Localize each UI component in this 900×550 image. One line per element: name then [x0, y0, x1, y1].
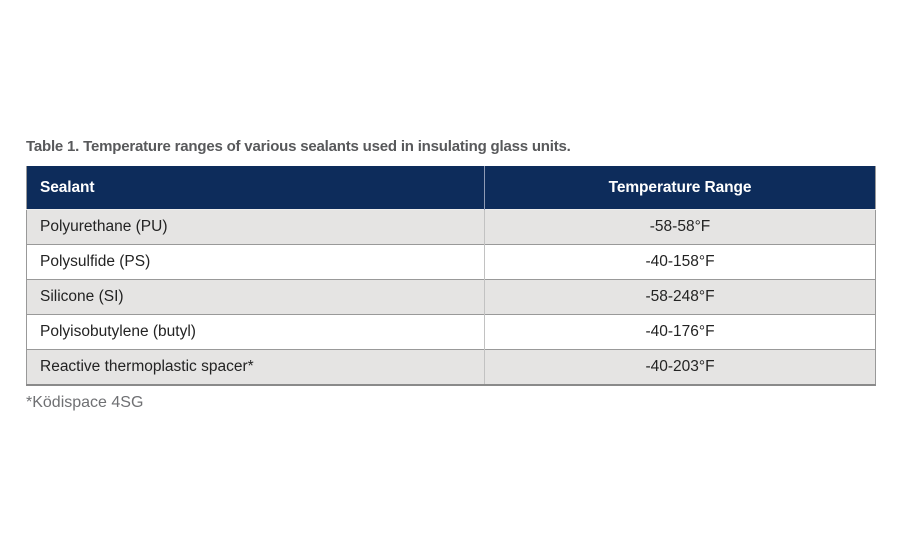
temperature-range-cell: -40-203°F: [484, 349, 876, 385]
table-body: Polyurethane (PU) -58-58°F Polysulfide (PS…: [26, 209, 876, 385]
sealant-cell: Polyurethane (PU): [26, 209, 485, 245]
temperature-range-cell: -40-176°F: [484, 314, 876, 350]
header-row: Sealant Temperature Range: [26, 166, 876, 210]
table-row: Polyurethane (PU) -58-58°F: [26, 209, 876, 245]
table-row: Reactive thermoplastic spacer* -40-203°F: [26, 349, 876, 385]
temperature-range-cell: -58-58°F: [484, 209, 876, 245]
table-row: Silicone (SI) -58-248°F: [26, 279, 876, 315]
column-header-sealant: Sealant: [26, 166, 485, 210]
column-header-temperature-range: Temperature Range: [484, 166, 876, 210]
footnote: *Ködispace 4SG: [26, 394, 144, 411]
article-figure: Table 1. Temperature ranges of various s…: [26, 138, 876, 412]
temperature-range-cell: -40-158°F: [484, 244, 876, 280]
table-row: Polysulfide (PS) -40-158°F: [26, 244, 876, 280]
temperature-range-cell: -58-248°F: [484, 279, 876, 315]
table-row: Polyisobutylene (butyl) -40-176°F: [26, 314, 876, 350]
table-header: Sealant Temperature Range: [26, 166, 876, 210]
sealant-cell: Silicone (SI): [26, 279, 485, 315]
table-caption: Table 1. Temperature ranges of various s…: [26, 138, 571, 155]
sealant-cell: Polyisobutylene (butyl): [26, 314, 485, 350]
sealant-cell: Polysulfide (PS): [26, 244, 485, 280]
sealant-table: Sealant Temperature Range Polyurethane (…: [26, 166, 876, 386]
sealant-cell: Reactive thermoplastic spacer*: [26, 349, 485, 385]
